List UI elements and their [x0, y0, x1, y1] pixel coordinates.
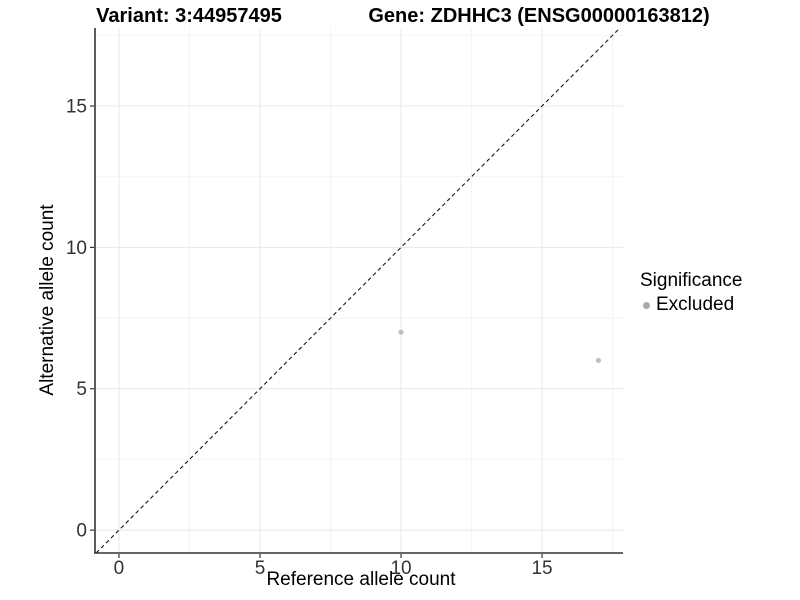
legend-title: Significance	[640, 270, 743, 291]
x-tick-label: 5	[255, 558, 266, 579]
identity-line	[95, 27, 621, 554]
gene-title: Gene: ZDHHC3 (ENSG00000163812)	[368, 5, 710, 27]
x-tick-label: 15	[531, 558, 552, 579]
y-tick-label: 10	[66, 238, 87, 259]
legend-key-dot	[643, 301, 650, 309]
y-tick-label: 0	[76, 521, 87, 542]
legend: Significance Excluded	[640, 270, 742, 316]
axis-lines	[94, 28, 623, 554]
axis-ticks	[90, 105, 543, 558]
legend-item-excluded: Excluded	[640, 294, 742, 316]
legend-item-label: Excluded	[656, 294, 735, 315]
y-tick-label: 5	[76, 379, 87, 400]
x-tick-label: 10	[390, 558, 411, 579]
y-tick-label: 15	[66, 97, 87, 118]
gridlines-minor	[95, 28, 623, 553]
data-point	[595, 357, 602, 364]
data-point	[398, 329, 404, 335]
y-axis-title: Alternative allele count	[37, 204, 58, 396]
x-axis-title: Reference allele count	[266, 569, 456, 590]
data-points	[398, 329, 602, 364]
variant-title: Variant: 3:44957495	[96, 5, 282, 27]
tick-labels: 0 5 10 15 0 5 10 15	[66, 97, 553, 579]
gridlines-major	[95, 28, 623, 553]
x-tick-label: 0	[114, 558, 125, 579]
